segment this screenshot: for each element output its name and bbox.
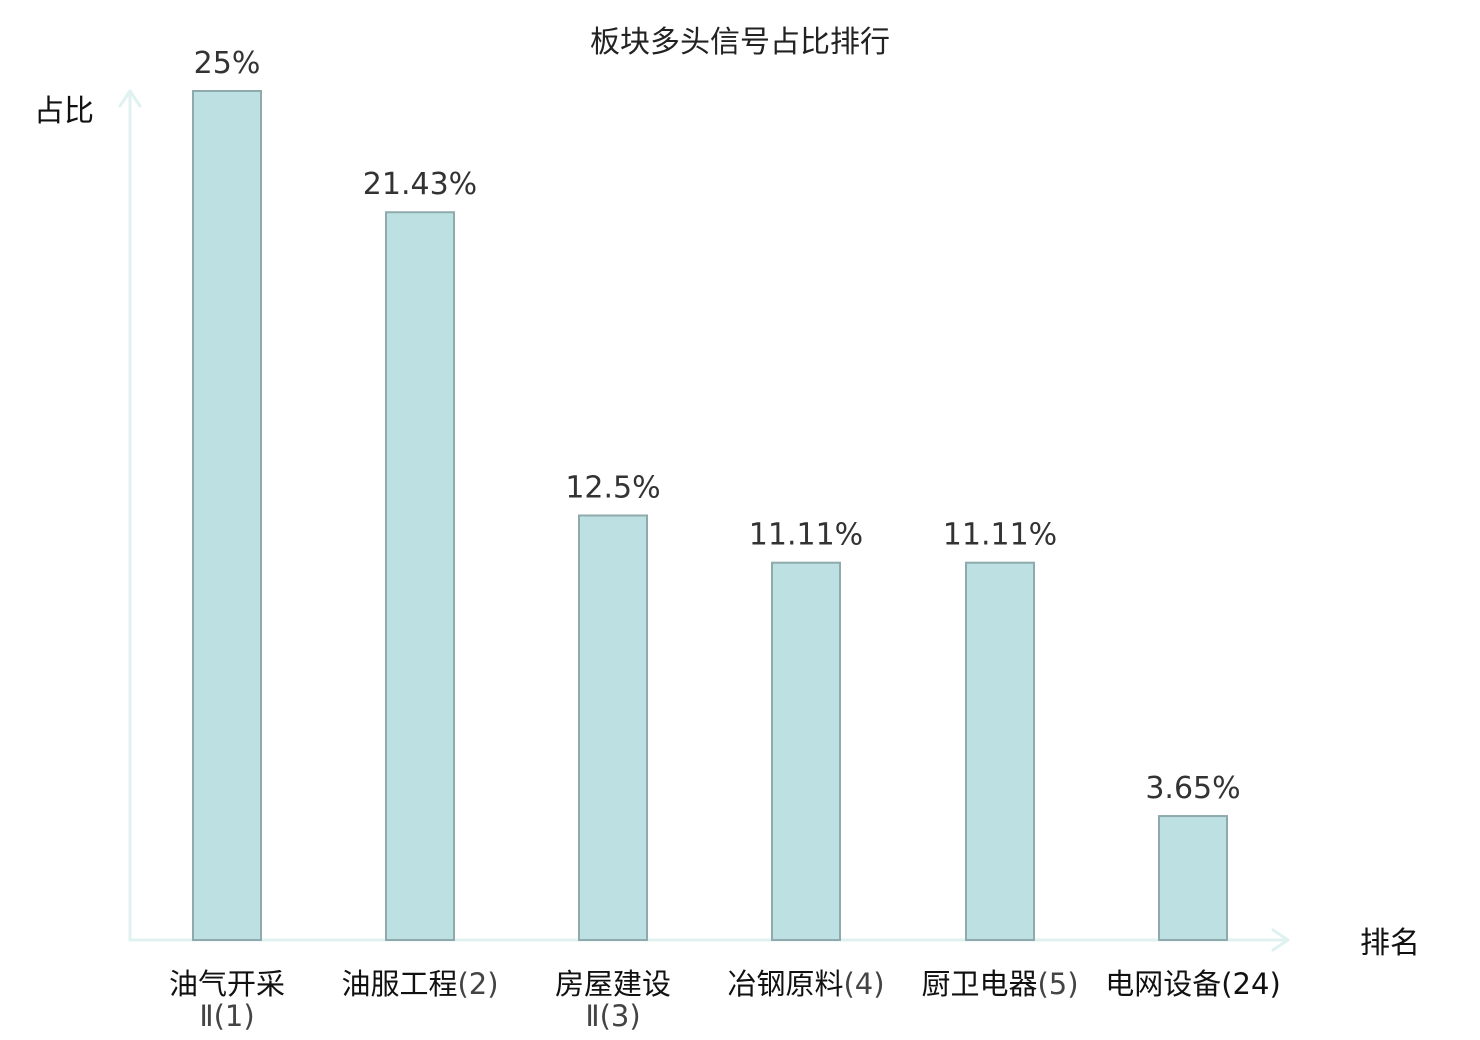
category-label-3: 房屋建设 Ⅱ(3) [555, 967, 671, 1033]
chart-title: 板块多头信号占比排行 [590, 25, 890, 60]
value-labels-group: 25% 21.43% 12.5% 11.11% 11.11% 3.65% [194, 46, 1241, 806]
category-label-2: 油服工程(2) [341, 967, 498, 1001]
value-label-5: 11.11% [943, 518, 1057, 553]
bar-5 [965, 561, 1035, 941]
x-axis-title: 排名 [1360, 926, 1420, 961]
category-label-5: 厨卫电器(5) [921, 967, 1078, 1001]
y-axis-arrow [118, 89, 142, 108]
value-label-1: 25% [194, 46, 261, 81]
category-label-4: 冶钢原料(4) [727, 967, 884, 1001]
value-label-6: 3.65% [1145, 771, 1240, 806]
bar-3 [578, 514, 648, 941]
x-axis-arrow [1271, 928, 1290, 952]
category-label-1: 油气开采 Ⅱ(1) [169, 967, 285, 1033]
bar-2 [385, 211, 455, 942]
y-axis-title: 占比 [34, 94, 94, 129]
value-label-4: 11.11% [749, 518, 863, 553]
bar-1 [192, 90, 262, 941]
value-label-3: 12.5% [565, 471, 660, 506]
category-labels-group: 油气开采 Ⅱ(1) 油服工程(2) 房屋建设 Ⅱ(3) 冶钢原料(4) 厨卫电器(5) 电网设… [169, 967, 1281, 1033]
bars-group [192, 90, 1228, 942]
value-label-2: 21.43% [363, 167, 477, 202]
bar-4 [771, 561, 841, 941]
category-label-6: 电网设备(24) [1105, 967, 1281, 1001]
bar-6 [1158, 815, 1228, 942]
